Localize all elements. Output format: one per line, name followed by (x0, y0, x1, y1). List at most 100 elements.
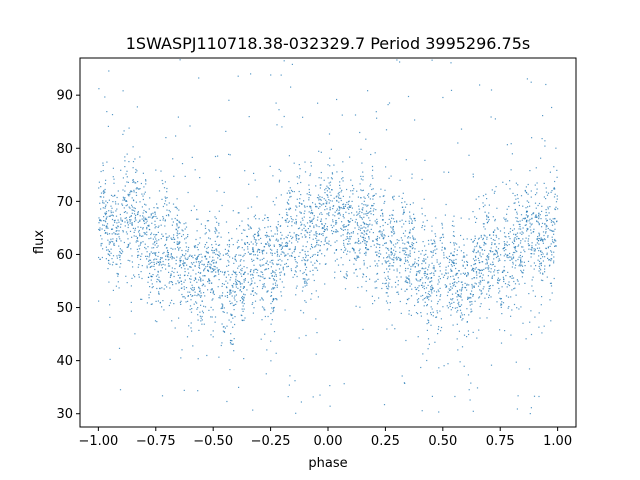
data-point (287, 242, 289, 244)
data-point (516, 279, 518, 281)
data-point (98, 187, 100, 189)
data-point (342, 161, 344, 163)
data-point (443, 254, 445, 256)
data-point (513, 280, 515, 283)
data-point (486, 214, 488, 216)
data-point (476, 274, 478, 276)
data-point (361, 227, 363, 229)
data-point (125, 231, 128, 233)
data-point (134, 207, 136, 210)
data-point (356, 222, 358, 224)
data-point (517, 197, 519, 200)
data-point (410, 268, 412, 270)
data-point (464, 282, 466, 284)
data-point (229, 292, 231, 294)
data-point (198, 290, 201, 293)
data-point (290, 270, 293, 272)
data-point (281, 217, 283, 219)
data-point (514, 195, 516, 197)
data-point (362, 209, 364, 211)
data-point (422, 221, 424, 223)
data-point (114, 201, 117, 203)
data-point (111, 233, 113, 235)
data-point (118, 233, 120, 235)
data-point (370, 245, 372, 248)
data-point (390, 251, 392, 254)
data-point (314, 246, 316, 248)
data-point (280, 225, 282, 227)
data-point (548, 259, 550, 261)
data-point (300, 224, 302, 226)
data-point (142, 241, 144, 243)
data-point (464, 256, 466, 258)
data-point (221, 306, 223, 308)
data-point (484, 211, 486, 213)
data-point (267, 235, 269, 237)
data-point (183, 389, 185, 391)
data-point (185, 242, 187, 244)
data-point (217, 257, 219, 259)
data-point (530, 81, 532, 83)
data-point (101, 256, 103, 259)
data-point (111, 228, 113, 230)
data-point (217, 155, 219, 157)
data-point (504, 218, 506, 221)
data-point (207, 252, 209, 254)
data-point (428, 264, 430, 266)
data-point (550, 191, 552, 193)
data-point (118, 287, 120, 289)
data-point (310, 207, 312, 209)
data-point (430, 251, 432, 253)
data-point (388, 282, 390, 284)
data-point (105, 204, 107, 206)
data-point (166, 256, 169, 258)
data-point (542, 260, 544, 262)
data-point (356, 211, 358, 213)
data-point (336, 200, 338, 202)
data-point (220, 307, 222, 310)
data-point (129, 242, 131, 244)
data-point (538, 247, 541, 249)
data-point (142, 215, 144, 217)
data-point (476, 245, 478, 247)
data-point (482, 253, 484, 255)
data-point (232, 304, 234, 307)
data-point (389, 222, 391, 224)
data-point (98, 222, 100, 224)
data-point (116, 255, 118, 257)
data-point (363, 252, 366, 255)
data-point (228, 232, 230, 234)
data-point (346, 188, 348, 191)
data-point (184, 257, 186, 259)
data-point (465, 287, 467, 289)
data-point (512, 254, 514, 256)
data-point (169, 281, 171, 283)
data-point (137, 251, 139, 253)
data-point (247, 246, 249, 248)
data-point (434, 341, 436, 343)
data-point (179, 264, 182, 266)
data-point (503, 232, 506, 234)
data-point (412, 245, 414, 247)
data-point (400, 237, 402, 239)
data-point (326, 185, 328, 187)
data-point (441, 246, 443, 248)
data-point (338, 191, 340, 194)
data-point (211, 282, 213, 284)
data-point (173, 234, 175, 236)
data-point (147, 276, 149, 278)
data-point (424, 159, 426, 161)
data-point (108, 215, 110, 217)
data-point (230, 343, 232, 345)
data-point (280, 264, 282, 266)
data-point (187, 191, 189, 194)
data-point (536, 242, 538, 244)
data-point (128, 206, 130, 208)
data-point (423, 273, 425, 275)
data-point (155, 275, 158, 277)
data-point (116, 240, 118, 242)
data-point (365, 252, 367, 254)
data-point (272, 287, 274, 289)
data-point (334, 271, 336, 273)
data-point (154, 211, 156, 213)
